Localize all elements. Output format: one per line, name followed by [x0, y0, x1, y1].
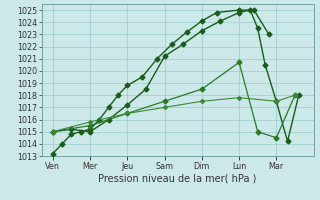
- X-axis label: Pression niveau de la mer( hPa ): Pression niveau de la mer( hPa ): [99, 173, 257, 183]
